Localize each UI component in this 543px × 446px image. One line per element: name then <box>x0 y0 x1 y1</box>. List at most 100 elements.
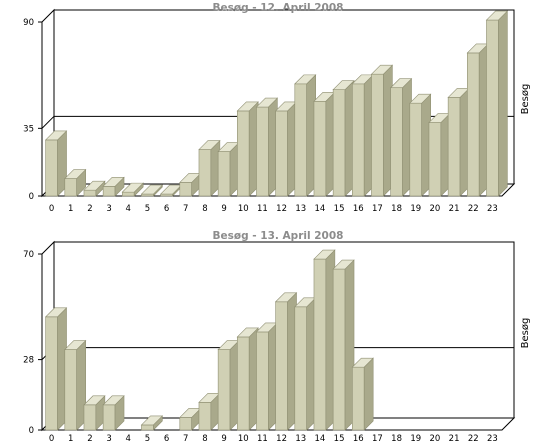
x-tick-label: 22 <box>468 204 479 214</box>
bar <box>217 339 240 431</box>
bar-front <box>313 100 327 197</box>
bar-top <box>409 93 432 104</box>
bar-front <box>217 349 231 431</box>
x-tick-label: 2 <box>87 204 92 214</box>
bar-front <box>409 102 422 197</box>
x-tick-label: 12 <box>276 434 287 444</box>
x-tick-label: 15 <box>334 204 345 214</box>
bar <box>428 112 451 197</box>
bar <box>313 91 336 197</box>
x-tick-label: 7 <box>183 204 188 214</box>
bars <box>44 10 509 197</box>
bar <box>102 176 125 197</box>
bar <box>83 180 106 197</box>
x-tick-label: 21 <box>449 204 460 214</box>
bars <box>44 249 374 431</box>
bar <box>447 87 470 197</box>
y-axis-label: Besøg <box>520 318 531 349</box>
x-tick-label: 8 <box>202 434 207 444</box>
bar-front <box>217 151 231 197</box>
chart-title: Besøg - 12. April 2008 <box>213 2 344 14</box>
bar <box>64 168 87 197</box>
bar <box>274 101 298 197</box>
bar-side <box>498 10 508 197</box>
bar-front <box>428 122 442 197</box>
x-tick-label: 21 <box>449 434 460 444</box>
bar-front <box>313 258 327 431</box>
x-tick-label: 9 <box>221 204 226 214</box>
bar-top <box>64 169 87 179</box>
bar <box>198 392 221 431</box>
x-tick-label: 12 <box>276 204 287 214</box>
x-tick-label: 22 <box>468 434 479 444</box>
x-tick-label: 2 <box>87 434 92 444</box>
x-tick-label: 17 <box>372 204 383 214</box>
bar <box>351 357 374 431</box>
bar <box>64 339 87 431</box>
bar-top <box>485 10 509 21</box>
bar-front <box>352 83 365 197</box>
bar <box>44 130 68 197</box>
bar-front <box>237 110 250 197</box>
bar <box>313 249 336 431</box>
x-tick-label: 18 <box>391 204 402 214</box>
bar <box>83 395 106 431</box>
bar-top <box>389 78 413 89</box>
bar-front <box>83 189 97 197</box>
bar-front <box>141 424 154 431</box>
bar <box>198 139 221 197</box>
bar-front <box>179 182 192 197</box>
bar-front <box>64 349 77 431</box>
bar <box>485 10 509 197</box>
bar-top <box>121 182 144 193</box>
bar-top <box>140 184 164 195</box>
x-tick-label: 3 <box>106 204 111 214</box>
bar-front <box>256 106 269 197</box>
bar-top <box>102 395 125 406</box>
bar <box>294 74 317 197</box>
x-tick-labels: 0 1 2 3 4 5 6 7 8 9 10 11 12 13 14 15 16 17 18 19 20 21 22 23 <box>49 434 498 444</box>
x-tick-label: 19 <box>410 434 421 444</box>
x-tick-label: 23 <box>487 204 498 214</box>
x-tick-label: 18 <box>391 434 402 444</box>
bar-front <box>102 404 116 431</box>
y-tick-label: 35 <box>23 124 34 134</box>
bar <box>466 43 489 197</box>
bar-top <box>198 140 221 150</box>
bar-front <box>256 331 269 431</box>
bar-top <box>332 259 355 270</box>
bar-front <box>275 110 288 197</box>
x-tick-label: 11 <box>257 434 268 444</box>
bar-top <box>44 130 68 141</box>
x-tick-label: 0 <box>49 434 54 444</box>
bar-front <box>371 73 384 197</box>
bar <box>294 297 317 431</box>
bar <box>102 395 125 431</box>
x-tick-label: 4 <box>126 434 131 444</box>
bar-front <box>275 301 288 431</box>
x-tick-label: 19 <box>410 204 421 214</box>
bar-top <box>370 64 394 75</box>
bar-front <box>179 417 192 431</box>
x-tick-label: 10 <box>238 204 249 214</box>
bar-top <box>313 249 336 260</box>
bar <box>44 307 68 431</box>
bar-top <box>332 80 355 90</box>
x-tick-label: 9 <box>221 434 226 444</box>
y-axis-label: Besøg <box>520 84 531 115</box>
x-tick-label: 14 <box>315 434 326 444</box>
bar <box>274 292 298 431</box>
y-tick-label: 28 <box>23 356 34 366</box>
bar-front <box>352 366 365 431</box>
bar-front <box>294 306 307 431</box>
bar-side <box>363 357 374 431</box>
bar <box>332 79 355 197</box>
bar-top <box>44 307 68 318</box>
x-tick-label: 14 <box>315 204 326 214</box>
bar <box>409 93 432 197</box>
bar-top <box>83 395 106 406</box>
x-tick-label: 13 <box>295 204 306 214</box>
bar-top <box>351 357 374 368</box>
